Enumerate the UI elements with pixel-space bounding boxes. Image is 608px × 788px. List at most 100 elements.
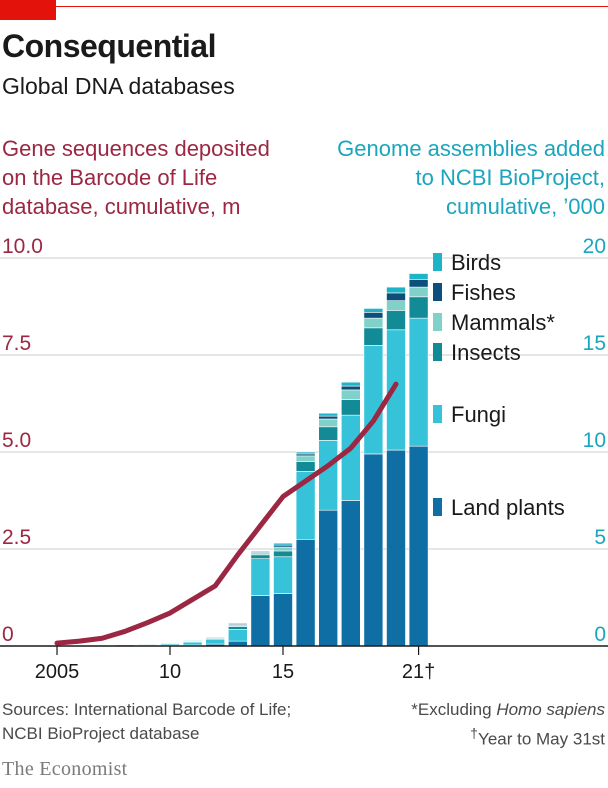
bar-segment-birds <box>363 308 384 313</box>
bar-segment-fishes <box>386 292 406 301</box>
left-axis-label-line: on the Barcode of Life <box>2 165 218 190</box>
left-axis-label: Gene sequences deposited on the Barcode … <box>2 134 302 221</box>
bar-segment-mammals <box>340 389 361 400</box>
right-tick-label: 5 <box>594 526 606 549</box>
bar-segment-insects <box>340 399 361 416</box>
right-axis-label: Genome assemblies added to NCBI BioProje… <box>305 134 605 221</box>
chart-plot: 10.0 7.5 5.0 2.5 0 20 15 10 5 0 2005 10 15 21† Birds Fi… <box>0 235 608 683</box>
footnotes: *Excluding Homo sapiens †Year to May 31s… <box>411 698 605 752</box>
legend-swatch-land-plants <box>433 498 442 516</box>
sources-note: Sources: International Barcode of Life; … <box>2 698 291 746</box>
bar-segment-fungi <box>182 641 203 646</box>
legend-label-fishes: Fishes <box>451 280 516 305</box>
dagger-mark: † <box>470 726 479 742</box>
bar-segment-mammals <box>386 300 406 311</box>
bar-segment-fungi <box>205 638 225 645</box>
footnote-excluding-prefix: *Excluding <box>411 700 497 719</box>
sources-line: NCBI BioProject database <box>2 724 200 743</box>
legend-swatch-fishes <box>433 283 442 301</box>
bar-segment-fungi <box>386 329 406 451</box>
bar-segment-land-plants <box>363 453 384 647</box>
sources-line: Sources: International Barcode of Life; <box>2 700 292 719</box>
bar-segment-fungi <box>228 629 248 642</box>
bar-segment-mammals <box>318 418 339 428</box>
bar-segment-land-plants <box>295 538 316 647</box>
bar-segment-birds <box>318 412 339 417</box>
bar-segment-land-plants <box>386 449 406 647</box>
bar-segment-birds <box>205 636 225 639</box>
bar-segment-fungi <box>408 317 429 447</box>
bar-segment-birds <box>273 542 293 546</box>
bar-segment-fishes <box>363 312 384 319</box>
chart-subtitle: Global DNA databases <box>2 73 235 99</box>
footnote-excluding: *Excluding Homo sapiens <box>411 698 605 722</box>
top-rule <box>0 6 608 7</box>
right-axis-label-line: cumulative, ’000 <box>446 194 605 219</box>
left-axis-label-line: database, cumulative, m <box>2 194 241 219</box>
bar-segment-mammals <box>160 642 180 645</box>
legend-label-land-plants: Land plants <box>451 495 565 520</box>
brand-logo: The Economist <box>2 758 128 780</box>
bar-segment-fishes <box>340 385 361 391</box>
bar-segment-land-plants <box>318 509 339 647</box>
bar-segment-insects <box>228 626 248 630</box>
bar-segment-land-plants <box>340 500 361 647</box>
bar-segment-birds <box>408 273 429 280</box>
bar-segment-fungi <box>363 344 384 455</box>
left-tick-label: 7.5 <box>2 332 31 355</box>
footnote-year-text: Year to May 31st <box>478 729 605 749</box>
right-axis-label-line: Genome assemblies added <box>337 136 605 161</box>
bar-segment-fishes <box>408 279 429 288</box>
bar-segment-fungi <box>318 440 339 511</box>
right-axis-label-line: to NCBI BioProject, <box>415 165 605 190</box>
bar-segment-insects <box>250 554 271 560</box>
bar-segment-insects <box>408 296 429 319</box>
bar-segment-mammals <box>295 455 316 463</box>
legend-label-fungi: Fungi <box>451 402 506 427</box>
legend-swatch-birds <box>433 253 442 271</box>
bar-segment-birds <box>182 640 203 642</box>
bar-segment-insects <box>273 550 293 558</box>
legend-label-mammals: Mammals* <box>451 310 555 335</box>
footnote-species: Homo sapiens <box>496 700 605 719</box>
economist-red-tag <box>0 0 56 20</box>
bar-segment-land-plants <box>408 445 429 647</box>
bar-segment-mammals <box>408 286 429 298</box>
bar-segment-mammals <box>137 643 158 646</box>
x-tick-label: 21† <box>402 661 435 683</box>
gene-sequences-line <box>54 381 399 646</box>
bar-segment-fishes <box>318 415 339 420</box>
x-tick-label: 10 <box>159 661 181 683</box>
legend-swatch-insects <box>433 343 442 361</box>
bar-segment-mammals <box>273 546 293 552</box>
footnote-year: †Year to May 31st <box>411 722 605 752</box>
bar-segment-fungi <box>340 414 361 501</box>
left-tick-label: 5.0 <box>2 429 31 452</box>
bar-segment-birds <box>386 286 406 294</box>
bar-segment-land-plants <box>250 595 271 647</box>
bar-segment-birds <box>228 622 248 625</box>
x-tick-label: 2005 <box>35 661 80 683</box>
x-tick-label: 15 <box>272 661 294 683</box>
left-tick-label: 0 <box>2 623 14 646</box>
right-tick-label: 10 <box>583 429 606 452</box>
bar-segment-fungi <box>273 556 293 594</box>
bar-segment-land-plants <box>273 593 293 647</box>
legend-label-birds: Birds <box>451 250 501 275</box>
bar-segment-birds <box>295 451 316 455</box>
left-tick-label: 2.5 <box>2 526 31 549</box>
bar-segment-insects <box>386 310 406 331</box>
bar-segment-insects <box>318 426 339 441</box>
chart-title: Consequential <box>2 28 216 64</box>
right-tick-label: 0 <box>594 623 606 646</box>
bar-segment-birds <box>340 381 361 387</box>
legend-swatch-mammals <box>433 313 442 331</box>
right-tick-label: 15 <box>583 332 606 355</box>
bar-segment-mammals <box>363 317 384 329</box>
bar-segment-insects <box>295 461 316 472</box>
bar-segment-fungi <box>250 558 271 596</box>
left-tick-label: 10.0 <box>2 235 43 258</box>
legend-label-insects: Insects <box>451 340 521 365</box>
right-tick-label: 20 <box>583 235 606 258</box>
legend-swatch-fungi <box>433 405 442 423</box>
